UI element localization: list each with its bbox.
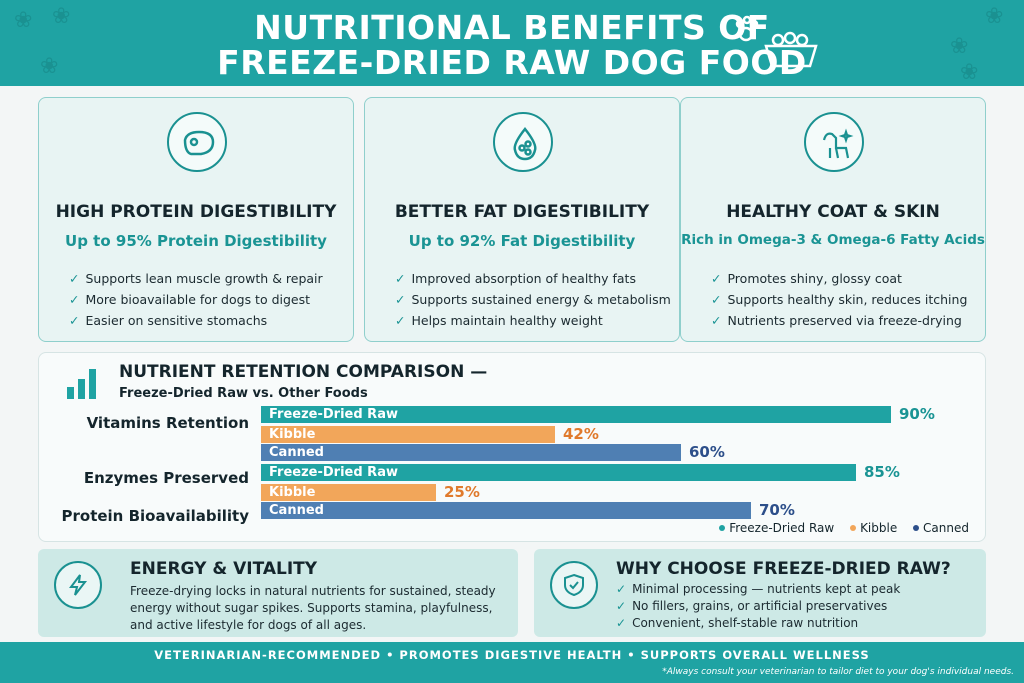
paw-print-icon: ❀ bbox=[52, 4, 71, 29]
lightning-icon bbox=[54, 561, 102, 609]
nutrient-comparison-chart: NUTRIENT RETENTION COMPARISON — Freeze-D… bbox=[38, 352, 986, 542]
card-title: HEALTHY COAT & SKIN bbox=[726, 202, 940, 222]
bullet-list: ✓ Promotes shiny, glossy coat ✓ Supports h… bbox=[711, 268, 967, 331]
list-item: ✓ Nutrients preserved via freeze-drying bbox=[711, 313, 962, 328]
list-item: ✓ Improved absorption of healthy fats bbox=[395, 271, 636, 286]
check-icon: ✓ bbox=[616, 599, 627, 613]
bar-value-label: 42% bbox=[563, 425, 599, 443]
panel-text: Freeze-drying locks in natural nutrients… bbox=[130, 584, 496, 632]
check-icon: ✓ bbox=[711, 271, 722, 286]
dog-bowl-icon bbox=[735, 15, 818, 68]
bar-value-label: 90% bbox=[899, 405, 935, 423]
page-title-line2: FREEZE-DRIED RAW DOG FOOD bbox=[217, 43, 807, 82]
bullet-list: ✓ Improved absorption of healthy fats ✓ Su… bbox=[395, 268, 671, 331]
row-label: Enzymes Preserved bbox=[83, 469, 249, 487]
bar-value-label: 85% bbox=[864, 463, 900, 481]
list-item: ✓ No fillers, grains, or artificial prese… bbox=[616, 599, 888, 613]
bar-value-label: 25% bbox=[444, 483, 480, 501]
list-item: ✓ More bioavailable for dogs to digest bbox=[69, 292, 311, 307]
card-subtitle: Up to 95% Protein Digestibility bbox=[65, 232, 327, 250]
list-item: ✓ Minimal processing — nutrients kept at … bbox=[616, 582, 901, 596]
list-item: ✓ Promotes shiny, glossy coat bbox=[711, 271, 902, 286]
bar-freeze: Freeze-Dried Raw bbox=[261, 406, 891, 423]
bar-label: Kibble bbox=[269, 485, 316, 500]
list-item: ✓ Easier on sensitive stomachs bbox=[69, 313, 268, 328]
page-title-line1: NUTRITIONAL BENEFITS OF bbox=[254, 8, 770, 47]
panel-title: WHY CHOOSE FREEZE-DRIED RAW? bbox=[616, 559, 951, 579]
list-item: ✓ Supports sustained energy & metabolism bbox=[395, 292, 671, 307]
check-icon: ✓ bbox=[711, 313, 722, 328]
legend-item: Canned bbox=[923, 521, 969, 535]
card-fat: BETTER FAT DIGESTIBILITY Up to 92% Fat D… bbox=[364, 97, 680, 342]
legend-swatch bbox=[913, 525, 920, 531]
check-icon: ✓ bbox=[616, 616, 627, 630]
card-title: HIGH PROTEIN DIGESTIBILITY bbox=[55, 202, 337, 222]
meat-icon bbox=[167, 112, 227, 172]
row-label: Vitamins Retention bbox=[86, 414, 249, 432]
card-protein: HIGH PROTEIN DIGESTIBILITY Up to 95% Pro… bbox=[38, 97, 354, 342]
check-icon: ✓ bbox=[69, 271, 80, 286]
panel-title: ENERGY & VITALITY bbox=[130, 559, 318, 579]
check-icon: ✓ bbox=[69, 292, 80, 307]
bullet-list: ✓ Supports lean muscle growth & repair ✓ M… bbox=[69, 268, 323, 331]
card-subtitle: Rich in Omega-3 & Omega-6 Fatty Acids bbox=[681, 232, 985, 248]
shield-check-icon bbox=[550, 561, 598, 609]
bar-freeze: Freeze-Dried Raw bbox=[261, 464, 856, 481]
row-label: Protein Bioavailability bbox=[61, 507, 250, 525]
legend-item: Kibble bbox=[860, 521, 898, 535]
list-item: ✓ Helps maintain healthy weight bbox=[395, 313, 603, 328]
bar-label: Freeze-Dried Raw bbox=[269, 407, 398, 422]
card-title: BETTER FAT DIGESTIBILITY bbox=[394, 202, 650, 222]
footer-disclaimer: *Always consult your veterinarian to tai… bbox=[662, 667, 1014, 677]
list-item: ✓ Convenient, shelf-stable raw nutrition bbox=[616, 616, 859, 630]
legend-swatch bbox=[719, 525, 726, 531]
card-coat: HEALTHY COAT & SKIN Rich in Omega-3 & Om… bbox=[680, 97, 986, 342]
chart-title: NUTRIENT RETENTION COMPARISON — bbox=[119, 362, 488, 382]
check-icon: ✓ bbox=[69, 313, 80, 328]
check-icon: ✓ bbox=[395, 313, 406, 328]
chart-legend: Freeze-Dried Raw Kibble Canned bbox=[707, 521, 969, 535]
paw-print-icon: ❀ bbox=[960, 60, 979, 85]
check-icon: ✓ bbox=[395, 271, 406, 286]
paw-print-icon: ❀ bbox=[14, 8, 33, 33]
list-item: ✓ Supports lean muscle growth & repair bbox=[69, 271, 323, 286]
chart-subtitle: Freeze-Dried Raw vs. Other Foods bbox=[119, 386, 368, 401]
bar-kibble: Kibble bbox=[261, 484, 436, 501]
paw-print-icon: ❀ bbox=[985, 4, 1004, 29]
bar-label: Freeze-Dried Raw bbox=[269, 465, 398, 480]
bar-chart-icon bbox=[67, 369, 96, 399]
paw-print-icon: ❀ bbox=[950, 34, 969, 59]
bar-canned: Canned bbox=[261, 444, 681, 461]
bar-label: Canned bbox=[269, 445, 324, 460]
bar-label: Canned bbox=[269, 503, 324, 518]
bar-canned: Canned bbox=[261, 502, 751, 519]
bar-label: Kibble bbox=[269, 427, 316, 442]
footer-tagline: VETERINARIAN-RECOMMENDED • PROMOTES DIGE… bbox=[154, 648, 870, 662]
check-icon: ✓ bbox=[395, 292, 406, 307]
bar-kibble: Kibble bbox=[261, 426, 555, 443]
bar-value-label: 70% bbox=[759, 501, 795, 519]
legend-swatch bbox=[850, 525, 857, 531]
shiny-dog-icon bbox=[804, 112, 864, 172]
check-icon: ✓ bbox=[711, 292, 722, 307]
header-banner: ❀ ❀ ❀ ❀ ❀ ❀ NUTRITIONAL BENEFITS OF FREE… bbox=[0, 0, 1024, 86]
legend-item: Freeze-Dried Raw bbox=[729, 521, 835, 535]
energy-vitality-panel: ENERGY & VITALITY Freeze-drying locks in… bbox=[38, 549, 518, 637]
card-subtitle: Up to 92% Fat Digestibility bbox=[408, 232, 636, 250]
check-icon: ✓ bbox=[616, 582, 627, 596]
footer-banner: VETERINARIAN-RECOMMENDED • PROMOTES DIGE… bbox=[0, 642, 1024, 683]
why-choose-panel: WHY CHOOSE FREEZE-DRIED RAW? ✓ Minimal pr… bbox=[534, 549, 986, 637]
list-item: ✓ Supports healthy skin, reduces itching bbox=[711, 292, 968, 307]
fat-droplet-icon bbox=[493, 112, 553, 172]
paw-print-icon: ❀ bbox=[40, 54, 59, 79]
bullet-list: ✓ Minimal processing — nutrients kept at … bbox=[616, 581, 900, 632]
bar-value-label: 60% bbox=[689, 443, 725, 461]
